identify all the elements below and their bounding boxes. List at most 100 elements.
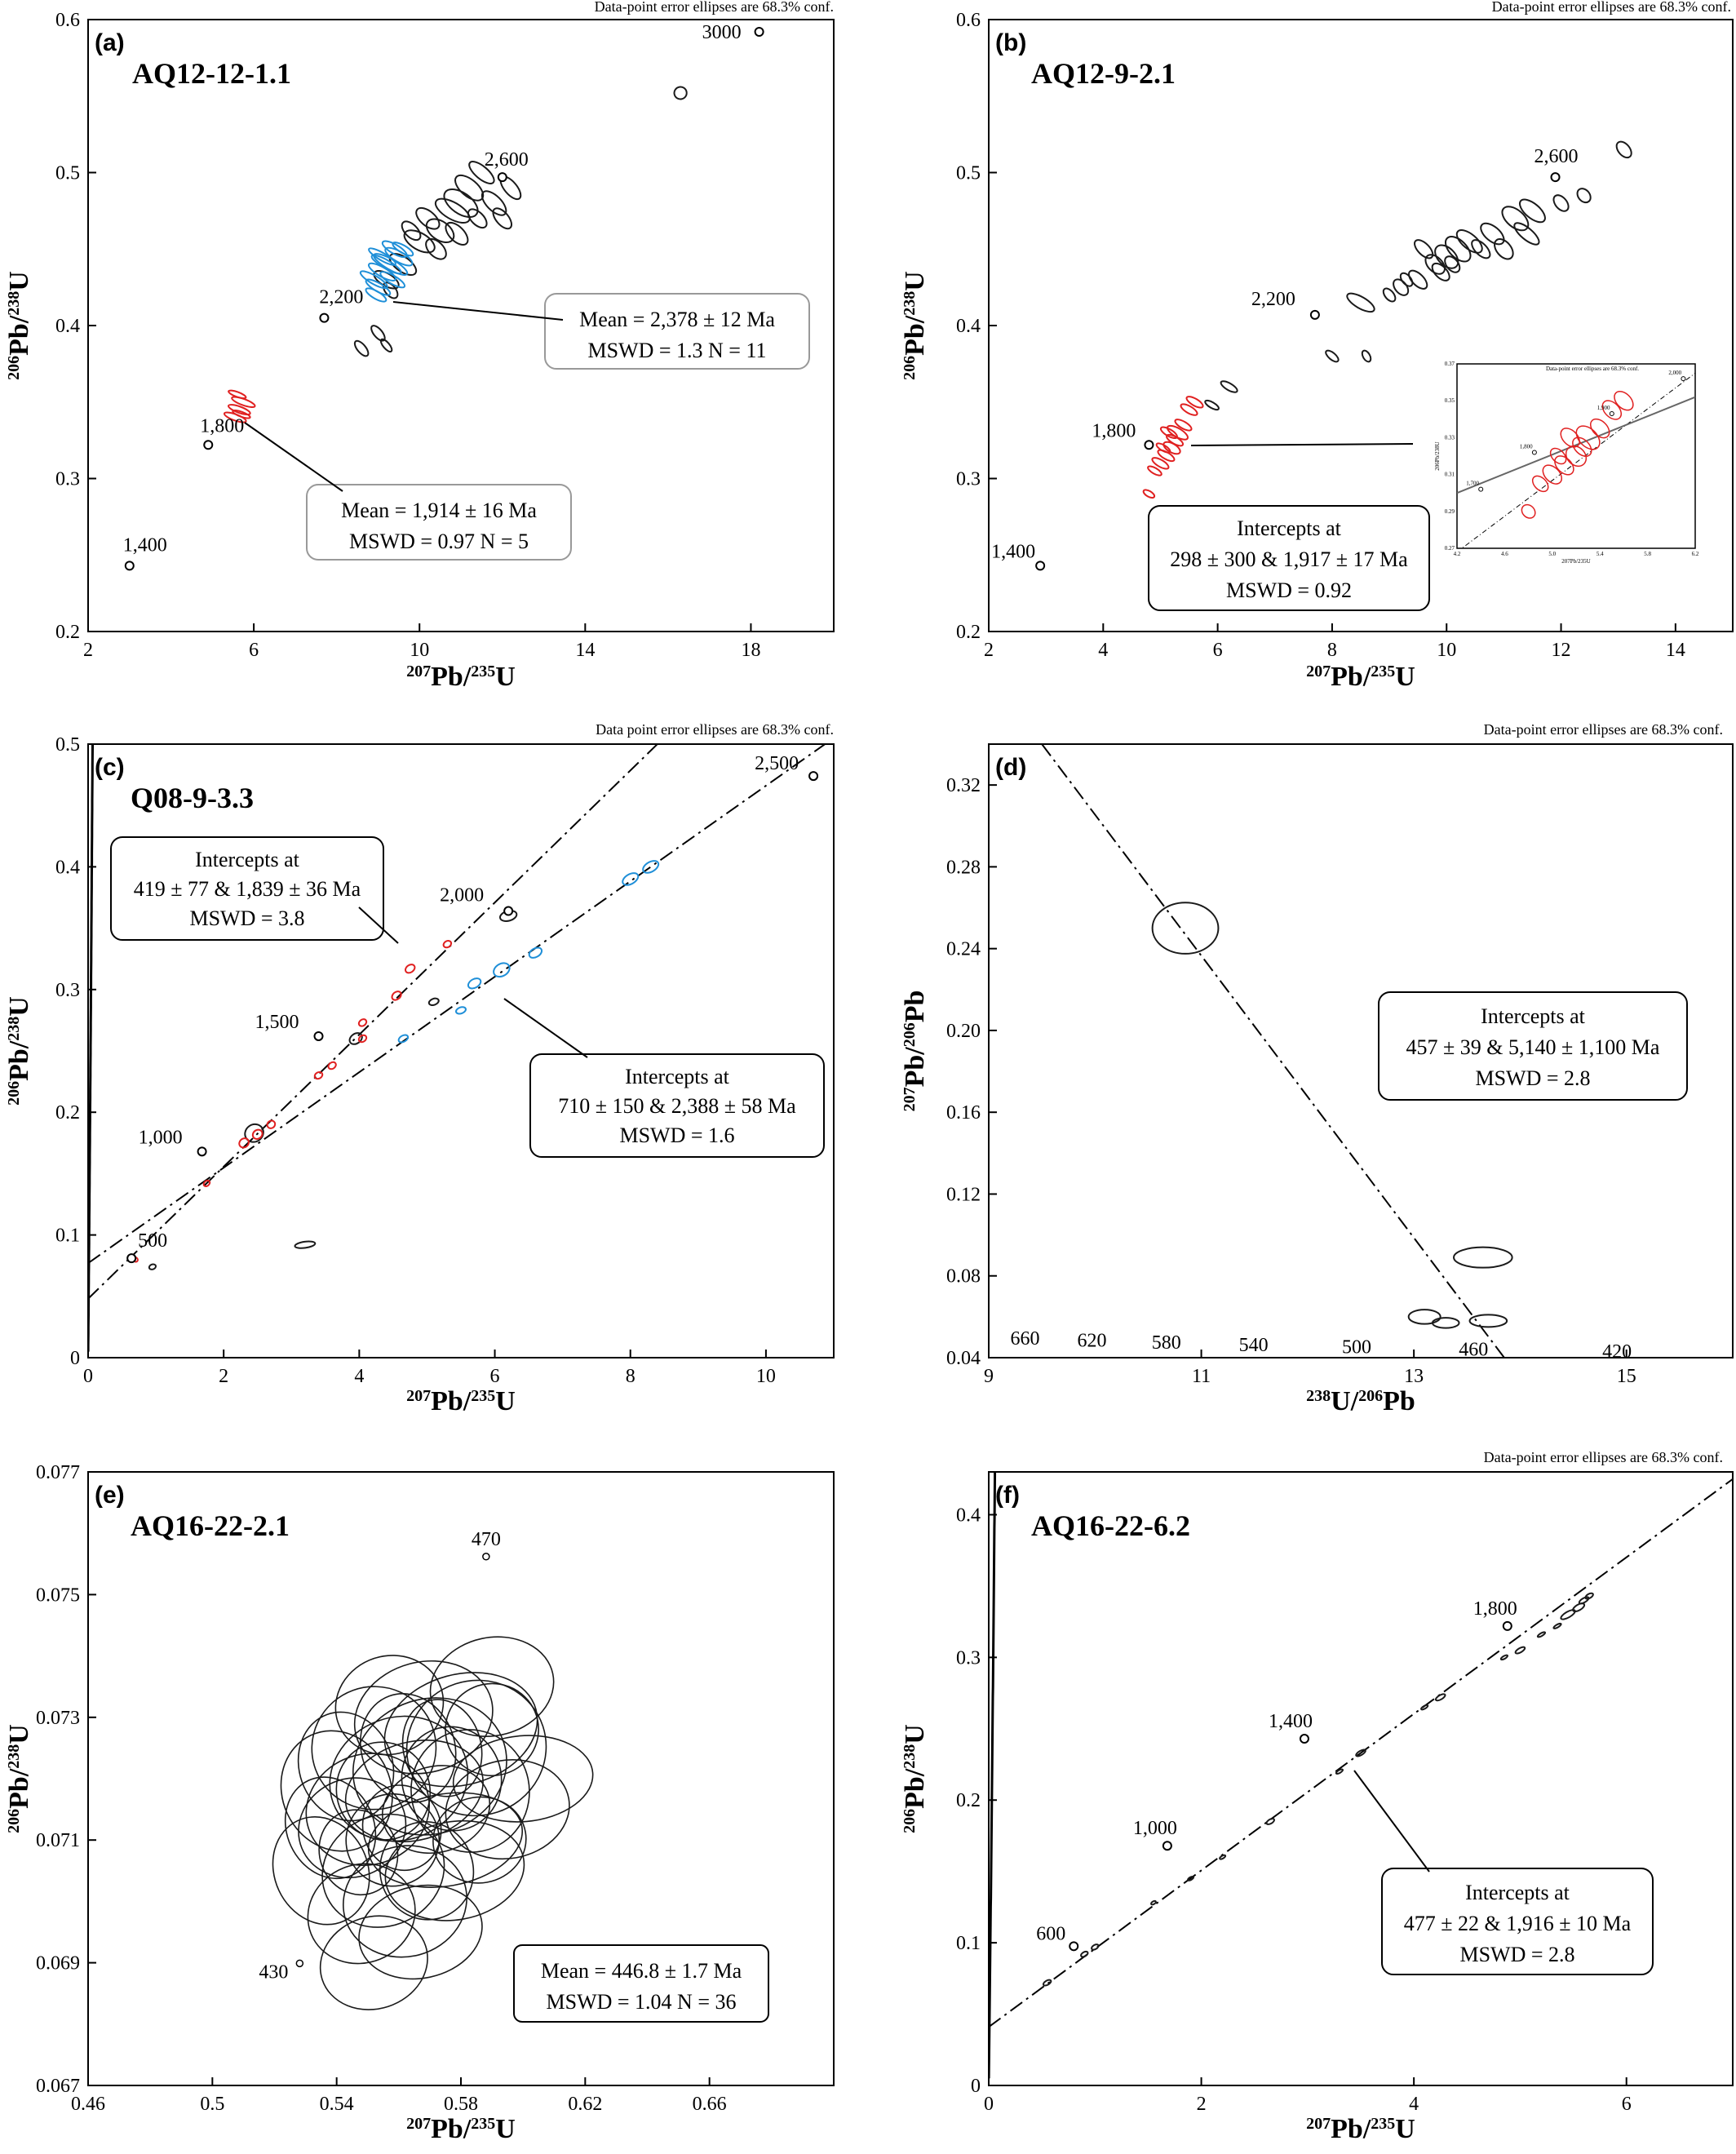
confidence-note: Data-point error ellipses are 68.3% conf… xyxy=(1484,1449,1723,1465)
error-ellipse xyxy=(1155,442,1171,454)
concordia-age-marker xyxy=(203,440,214,450)
y-axis-label: 206Pb/238U xyxy=(4,996,34,1106)
x-tick-label: 8 xyxy=(626,1366,636,1387)
inset-x-tick-label: 6.2 xyxy=(1692,551,1699,557)
error-ellipse xyxy=(1399,272,1414,287)
annotation-line: Intercepts at xyxy=(1465,1881,1570,1904)
error-ellipse xyxy=(1536,1631,1547,1638)
x-tick-label: 6 xyxy=(1622,2094,1632,2115)
error-ellipse xyxy=(1471,239,1491,259)
concordia-age-marker xyxy=(754,27,764,37)
x-tick-label: 10 xyxy=(410,640,429,661)
concordia-age-marker xyxy=(197,1146,207,1157)
inset-age-marker xyxy=(1531,450,1537,455)
annotation-line: MSWD = 2.8 xyxy=(1475,1066,1590,1090)
error-ellipse xyxy=(410,1729,530,1853)
error-ellipse xyxy=(228,404,251,416)
error-ellipse xyxy=(370,254,402,275)
inset-error-ellipse xyxy=(1575,425,1601,450)
sample-name: AQ16-22-6.2 xyxy=(1031,1509,1190,1542)
y-tick-label: 0.1 xyxy=(55,1225,80,1247)
error-ellipse xyxy=(1444,255,1461,273)
error-ellipse xyxy=(1325,349,1340,363)
error-ellipse xyxy=(1494,238,1514,260)
y-tick-label: 0.2 xyxy=(55,622,80,643)
error-ellipse xyxy=(405,964,416,974)
error-ellipse xyxy=(401,220,422,242)
error-ellipse xyxy=(1552,194,1570,212)
panel-c: Data point error ellipses are 68.3% conf… xyxy=(4,721,835,1416)
error-ellipse xyxy=(392,242,414,257)
annotation-box: Intercepts at 419 ± 77 & 1,839 ± 36 Ma M… xyxy=(110,836,384,941)
x-tick-label: 0.5 xyxy=(200,2094,224,2115)
error-ellipse xyxy=(1219,1854,1227,1860)
error-ellipse xyxy=(1453,1246,1513,1269)
error-ellipse xyxy=(1424,254,1446,275)
annotation-arrow xyxy=(358,906,399,944)
x-axis-label: 238U/206Pb xyxy=(1306,1386,1415,1416)
concordia-age-marker xyxy=(808,771,819,782)
confidence-note: Data-point error ellipses are 68.3% conf… xyxy=(1492,0,1731,15)
plot-frame xyxy=(988,19,1734,632)
annotation-line: 710 ± 150 & 2,388 ± 58 Ma xyxy=(558,1094,796,1118)
plot-frame xyxy=(988,743,1734,1358)
error-ellipse xyxy=(379,1821,475,1921)
annotation-line: MSWD = 1.04 N = 36 xyxy=(547,1990,737,2014)
inset-error-ellipse xyxy=(1554,455,1574,476)
error-ellipse xyxy=(148,1263,157,1270)
error-ellipse xyxy=(1080,1950,1089,1958)
error-ellipse xyxy=(467,977,482,990)
concordia-age-label: 3000 xyxy=(702,22,742,43)
error-ellipse xyxy=(379,271,406,289)
y-tick-label: 0.3 xyxy=(956,1647,981,1669)
concordia-age-label: 2,200 xyxy=(1251,289,1295,310)
error-ellipse xyxy=(1513,222,1540,246)
x-tick-label: 0.62 xyxy=(568,2094,602,2115)
inset-x-axis-label: 207Pb/235U xyxy=(1561,558,1590,565)
x-tick-label: 6 xyxy=(490,1366,500,1387)
error-ellipse xyxy=(329,1715,469,1842)
annotation-box: Intercepts at 457 ± 39 & 5,140 ± 1,100 M… xyxy=(1378,991,1688,1101)
annotation-line: MSWD = 1.3 N = 11 xyxy=(587,339,766,362)
error-ellipse xyxy=(1518,198,1546,224)
x-tick-label: 9 xyxy=(984,1366,994,1387)
x-tick-label: 0 xyxy=(984,2094,994,2115)
error-ellipse xyxy=(401,1699,483,1797)
error-ellipse xyxy=(642,860,660,874)
error-ellipse xyxy=(348,1032,363,1045)
annotation-arrow xyxy=(244,422,343,492)
error-ellipse xyxy=(432,1796,527,1884)
y-tick-label: 0.2 xyxy=(956,1790,981,1811)
error-ellipse xyxy=(1091,1943,1100,1951)
concordia-age-marker xyxy=(1502,1620,1512,1631)
inset-error-ellipse xyxy=(1521,503,1536,519)
error-ellipse xyxy=(445,221,469,246)
error-ellipse xyxy=(381,240,408,259)
y-tick-label: 0 xyxy=(971,2076,981,2097)
concordia-age-marker xyxy=(124,561,135,571)
error-ellipse xyxy=(401,1726,503,1832)
error-ellipse xyxy=(1434,1693,1446,1702)
concordia-age-label: 2,600 xyxy=(485,149,529,171)
concordia-age-marker xyxy=(313,1030,324,1041)
concordia-age-label: 620 xyxy=(1078,1331,1107,1352)
error-ellipse xyxy=(307,1863,416,1965)
annotation-line: Intercepts at xyxy=(195,848,300,871)
x-tick-label: 6 xyxy=(249,640,259,661)
x-tick-label: 0 xyxy=(83,1366,93,1387)
inset-y-tick-label: 0.37 xyxy=(1445,361,1455,367)
y-tick-label: 0.3 xyxy=(55,469,80,490)
error-ellipse xyxy=(353,1660,494,1775)
annotation-box: Intercepts at 298 ± 300 & 1,917 ± 17 Ma … xyxy=(1148,505,1430,611)
annotation-arrow xyxy=(1353,1770,1430,1873)
inset-x-tick-label: 4.2 xyxy=(1454,551,1461,557)
concordia-age-label: 1,400 xyxy=(1269,1711,1313,1732)
concordia-age-label: 1,500 xyxy=(255,1012,299,1033)
inset-error-ellipse xyxy=(1601,400,1623,420)
concordia-age-marker xyxy=(1069,1941,1079,1952)
concordia-age-marker xyxy=(319,312,330,323)
error-ellipse xyxy=(228,389,247,400)
error-ellipse xyxy=(1220,380,1238,393)
x-tick-label: 0.46 xyxy=(71,2094,105,2115)
panel-b: Data-point error ellipses are 68.3% conf… xyxy=(900,0,1734,692)
